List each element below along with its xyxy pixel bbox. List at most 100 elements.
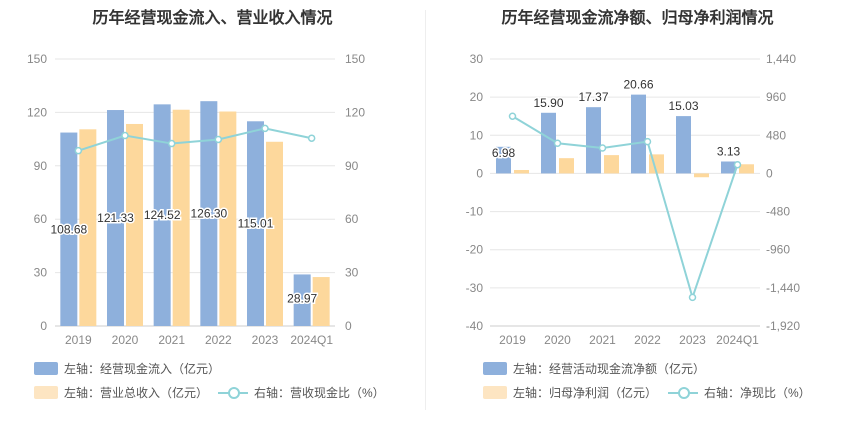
bar-series-1: [631, 94, 646, 174]
legend-item-bar2[interactable]: 左轴：营业总收入（亿元）: [34, 384, 208, 401]
data-label: 124.52: [144, 208, 181, 222]
left-axis-tick-label: 90: [34, 159, 48, 173]
bar-series-1: [676, 116, 691, 174]
legend-swatch-blue: [483, 362, 507, 375]
right-axis-tick-label: 480: [766, 128, 786, 142]
bar-series-1: [247, 121, 264, 327]
right-axis-tick-label: 1,440: [766, 52, 796, 66]
data-label: 15.90: [533, 96, 563, 110]
left-axis-tick-label: 60: [34, 212, 48, 226]
left-axis-tick-label: 150: [27, 52, 47, 66]
data-label: 17.37: [578, 90, 608, 104]
x-axis-tick-label: 2022: [205, 333, 232, 347]
right-axis-tick-label: 60: [345, 212, 359, 226]
right-axis-tick-label: 30: [345, 266, 359, 280]
line-point: [307, 134, 316, 142]
legend-label: 左轴：经营现金流入（亿元）: [64, 362, 221, 376]
line-point: [598, 144, 607, 152]
chart-title: 历年经营现金流净额、归母净利润情况: [501, 10, 774, 27]
data-label: 108.68: [50, 222, 87, 236]
right-axis-tick-label: -480: [766, 205, 790, 219]
bar-series-2: [739, 164, 754, 174]
chart-panel-cash-inflow: 历年经营现金流入、营业收入情况 0 30 60 90 120 150 0 30 60 90 120 1…: [27, 10, 385, 401]
legend-item-bar2[interactable]: 左轴：归母净利润（亿元）: [483, 384, 657, 401]
left-axis-tick-label: -10: [466, 205, 484, 219]
line-point: [261, 124, 269, 133]
bar-series-2: [312, 277, 330, 326]
bar-series-2: [604, 155, 619, 174]
bar-series-1: [293, 274, 311, 326]
chart-cash-net: -40 -30 -20 -10 0 10 20 30 -1,920 -1,440 -960 -480 0…: [466, 52, 801, 347]
line-point: [733, 160, 742, 169]
line-point: [214, 135, 223, 144]
line-point: [121, 131, 129, 140]
x-axis-tick-label: 2021: [158, 333, 185, 347]
data-label: 20.66: [623, 78, 653, 92]
legend-label: 左轴：经营活动现金流净额（亿元）: [513, 362, 706, 376]
left-axis-tick-label: 10: [470, 128, 484, 142]
legend-label: 左轴：归母净利润（亿元）: [513, 386, 658, 400]
left-axis-tick-label: -30: [466, 281, 484, 295]
x-axis-tick-label: 2022: [634, 333, 661, 347]
bar-series-2: [79, 129, 97, 326]
legend-swatch-blue: [34, 362, 58, 375]
bar-series-1: [586, 107, 601, 174]
line-point: [553, 139, 562, 147]
bar-series-1: [541, 112, 556, 174]
legend-label: 左轴：营业总收入（亿元）: [64, 386, 209, 400]
bar-series-1: [107, 110, 124, 327]
bar-series-1: [200, 101, 218, 326]
x-axis-tick-label: 2023: [679, 333, 706, 347]
right-axis-tick-label: -1,440: [766, 281, 800, 295]
chart-title: 历年经营现金流入、营业收入情况: [92, 10, 333, 27]
right-axis-tick-label: 0: [766, 166, 773, 180]
line-point: [508, 112, 517, 120]
left-axis-tick-label: -40: [466, 319, 484, 333]
left-axis-tick-label: 20: [470, 90, 484, 104]
chart-panel-cash-net: 历年经营现金流净额、归母净利润情况 -40 -30 -20 -10 0 10 20 30 -1,…: [425, 0, 850, 437]
right-axis-tick-label: 960: [766, 90, 786, 104]
data-label: 121.33: [97, 211, 134, 225]
legend-item-bar1[interactable]: 左轴：经营现金流入（亿元）: [34, 360, 220, 377]
x-axis-tick-label: 2020: [112, 333, 139, 347]
legend-item-line[interactable]: 右轴：营收现金比（%）: [218, 384, 385, 401]
legend-swatch-orange: [34, 386, 58, 399]
bar-series-1: [153, 104, 171, 326]
legend-item-bar1[interactable]: 左轴：经营活动现金流净额（亿元）: [483, 360, 705, 377]
legend-swatch-orange: [483, 386, 507, 399]
line-point: [688, 293, 697, 302]
bar-series-2: [514, 169, 529, 174]
right-axis-tick-label: -960: [766, 243, 790, 257]
line-point: [74, 146, 83, 155]
panel-divider: [425, 10, 426, 410]
legend-swatch-line-icon: [218, 386, 248, 399]
left-axis-tick-label: 120: [27, 105, 47, 119]
left-axis-tick-label: -20: [466, 243, 484, 257]
x-axis-tick-label: 2024Q1: [716, 333, 759, 347]
bar-series-2: [126, 123, 143, 326]
legend-label: 右轴：营收现金比（%）: [254, 386, 385, 400]
bar-series-2: [172, 109, 190, 326]
left-axis-tick-label: 30: [34, 266, 48, 280]
x-axis-tick-label: 2024Q1: [290, 333, 333, 347]
legend-label: 右轴：净现比（%）: [704, 386, 811, 400]
right-axis-tick-label: 0: [345, 319, 352, 333]
right-axis-tick-label: 120: [345, 105, 365, 119]
right-axis-tick-label: 150: [345, 52, 365, 66]
legend-swatch-line-icon: [668, 386, 698, 399]
line-point: [167, 139, 176, 148]
bar-series-2: [219, 111, 237, 326]
data-label: 126.30: [190, 207, 227, 221]
data-label: 3.13: [717, 144, 741, 158]
bar-series-2: [694, 173, 709, 178]
data-label: 28.97: [287, 291, 317, 305]
bar-series-2: [559, 158, 574, 174]
legend-item-line[interactable]: 右轴：净现比（%）: [668, 384, 811, 401]
left-axis-tick-label: 0: [40, 319, 47, 333]
line-point: [643, 137, 652, 146]
x-axis-tick-label: 2020: [544, 333, 571, 347]
bar-series-1: [60, 132, 78, 326]
right-axis-tick-label: 90: [345, 159, 359, 173]
x-axis-tick-label: 2019: [499, 333, 526, 347]
